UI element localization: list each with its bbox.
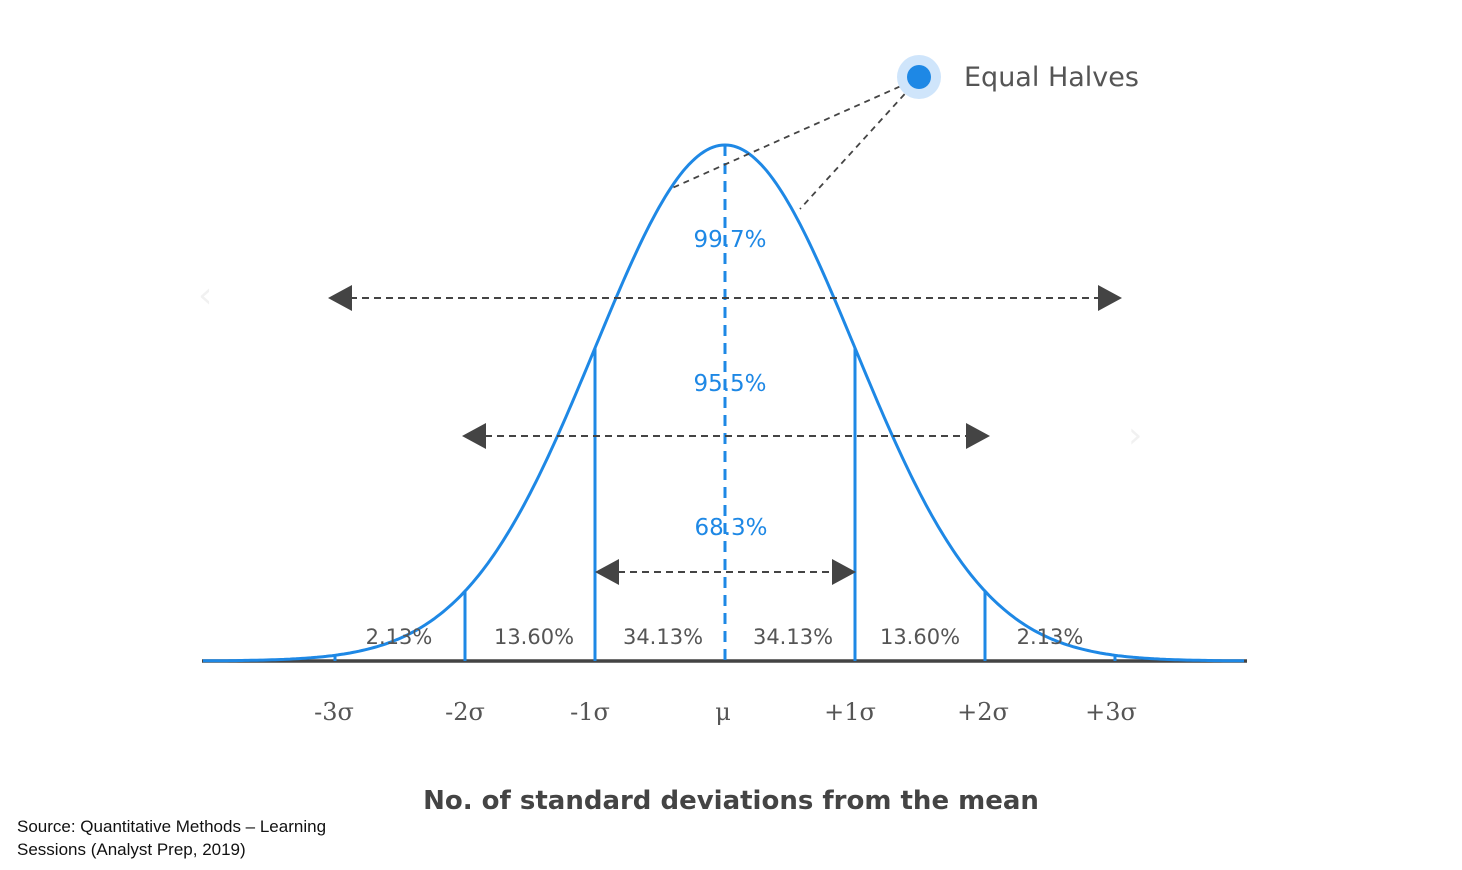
axis-title: No. of standard deviations from the mean [423, 786, 1039, 816]
pointer-line-left [669, 81, 911, 190]
carousel-prev-arrow[interactable]: ‹ [198, 275, 213, 316]
tick-label-plus-2-sigma: +2σ [957, 698, 1009, 726]
tick-label-minus-1-sigma: -1σ [570, 698, 610, 726]
region-label-1: 2.13% [366, 625, 433, 649]
legend-label: Equal Halves [964, 62, 1139, 93]
arrowhead-left [462, 423, 486, 449]
region-label-6: 2.13% [1017, 625, 1084, 649]
tick-label-minus-2-sigma: -2σ [445, 698, 485, 726]
region-label-5: 13.60% [880, 625, 960, 649]
region-label-2: 13.60% [494, 625, 574, 649]
carousel-next-arrow[interactable]: › [1128, 415, 1143, 456]
arrowhead-right [832, 559, 856, 585]
source-citation: Source: Quantitative Methods – Learning … [17, 817, 327, 859]
region-label-3: 34.13% [623, 625, 703, 649]
tick-label-minus-3-sigma: -3σ [314, 698, 354, 726]
arrowhead-right [1098, 285, 1122, 311]
region-label-4: 34.13% [753, 625, 833, 649]
label-99-7: 99.7% [693, 227, 766, 253]
label-68-3: 68.3% [694, 515, 767, 541]
label-95-5: 95.5% [693, 371, 766, 397]
tick-label-mean: μ [715, 698, 731, 726]
tick-label-plus-1-sigma: +1σ [824, 698, 876, 726]
tick-label-plus-3-sigma: +3σ [1085, 698, 1137, 726]
legend-marker-dot [907, 65, 931, 89]
arrow-99-7 [328, 285, 1122, 311]
arrow-95-5 [462, 423, 990, 449]
pointer-line-right [799, 85, 913, 210]
arrow-68-3 [595, 559, 856, 585]
sigma-lines [333, 348, 1117, 661]
arrowhead-left [595, 559, 619, 585]
arrowhead-right [966, 423, 990, 449]
arrowhead-left [328, 285, 352, 311]
